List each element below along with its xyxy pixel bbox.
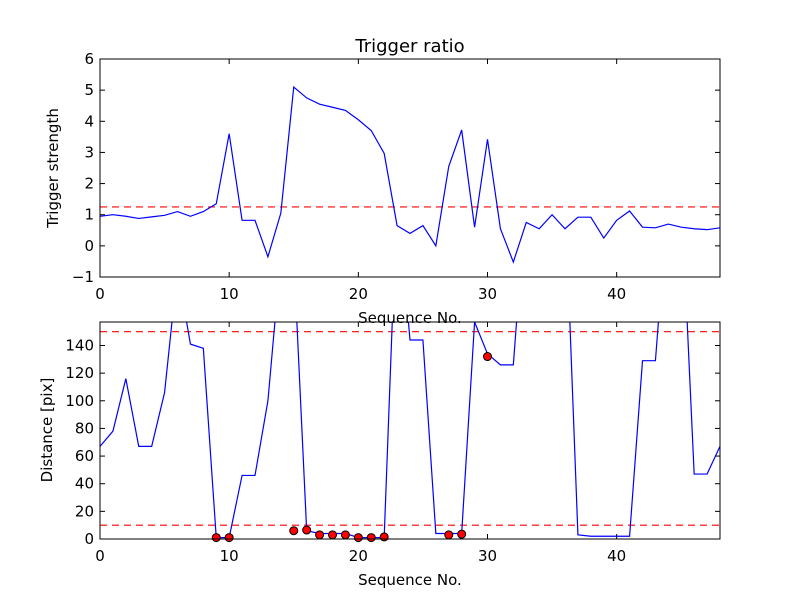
y-tick-label: 1 — [84, 206, 94, 224]
series-line — [100, 85, 720, 264]
y-tick-label: 3 — [84, 143, 94, 161]
data-point-marker — [224, 533, 234, 543]
x-tick-label: 0 — [95, 547, 105, 565]
x-tick-label: 40 — [607, 285, 626, 303]
x-tick-label: 10 — [220, 547, 239, 565]
x-tick-label: 30 — [478, 285, 497, 303]
y-tick-label: 2 — [84, 175, 94, 193]
chart-title: Trigger ratio — [354, 36, 464, 57]
y-tick-label: 5 — [84, 81, 94, 99]
x-tick-label: 20 — [349, 547, 368, 565]
y-tick-label: 60 — [75, 447, 94, 465]
y-axis-label: Trigger strength — [44, 108, 62, 229]
axes-frame — [99, 321, 721, 540]
data-point-marker — [444, 530, 454, 540]
y-tick-label: 100 — [65, 392, 94, 410]
x-tick-label: 40 — [607, 547, 626, 565]
plot-content — [100, 85, 720, 264]
x-tick-label: 10 — [220, 285, 239, 303]
y-tick-label: −1 — [72, 268, 94, 286]
axes-frame — [99, 58, 721, 278]
data-point-marker — [457, 529, 467, 539]
y-tick-label: 0 — [84, 530, 94, 548]
distance-chart: Distance [pix] Sequence No. 0 10 20 30 40 0 20… — [38, 321, 721, 589]
y-tick-label: 40 — [75, 475, 94, 493]
y-tick-label: 20 — [75, 502, 94, 520]
data-point-marker — [211, 533, 221, 543]
y-axis-label: Distance [pix] — [38, 378, 56, 483]
y-tick-label: 4 — [84, 112, 94, 130]
x-tick-label: 0 — [95, 285, 105, 303]
x-tick-label: 20 — [349, 285, 368, 303]
y-tick-label: 80 — [75, 419, 94, 437]
data-point-marker — [340, 530, 350, 540]
data-point-marker — [302, 525, 312, 535]
x-axis-label: Sequence No. — [358, 571, 462, 589]
y-tick-label: 120 — [65, 364, 94, 382]
data-point-marker — [289, 526, 299, 536]
data-point-marker — [366, 533, 376, 543]
data-point-marker — [379, 532, 389, 542]
y-tick-label: 140 — [65, 336, 94, 354]
data-point-marker — [315, 530, 325, 540]
data-point-marker — [353, 533, 363, 543]
x-tick-label: 30 — [478, 547, 497, 565]
data-point-marker — [483, 352, 492, 362]
data-point-marker — [328, 530, 337, 540]
y-tick-label: 6 — [84, 50, 94, 68]
x-axis-label: Sequence No. — [358, 309, 462, 327]
y-tick-label: 0 — [84, 237, 94, 255]
